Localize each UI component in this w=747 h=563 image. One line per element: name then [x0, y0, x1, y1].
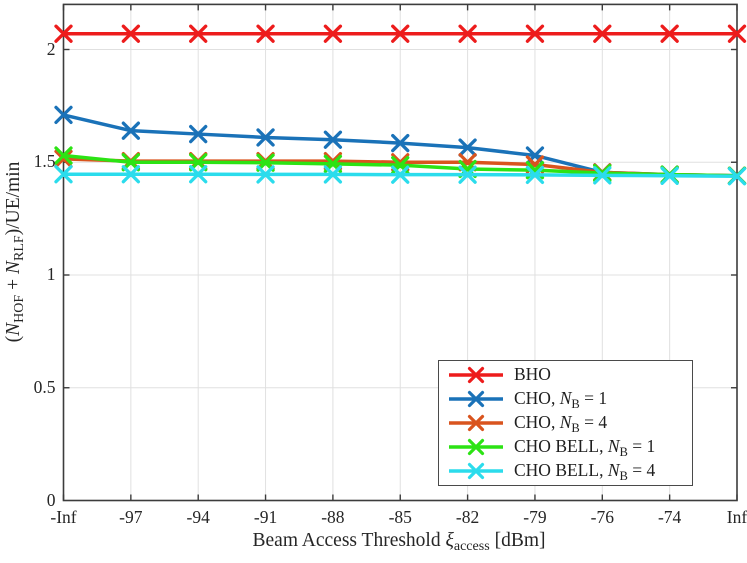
legend-sample-cho-bell-nb1	[449, 438, 503, 456]
x-marker-icon	[467, 366, 485, 384]
y-tick-label: 0	[46, 489, 56, 510]
text-fragment: N	[559, 412, 572, 433]
text-fragment: = 4	[627, 460, 656, 481]
y-tick-label: 2	[46, 38, 56, 59]
legend: BHO CHO, NB = 1 CHO, NB = 4 CHO BELL, NB = …	[438, 360, 693, 486]
x-tick-label: -79	[523, 506, 547, 527]
legend-sample-cho-nb4	[449, 414, 503, 432]
legend-label: CHO, NB = 4	[514, 412, 608, 435]
x-tick-label: -91	[253, 506, 278, 527]
text-fragment: = 1	[627, 436, 656, 457]
y-axis-label: (NHOF + NRLF)/UE/min	[3, 161, 27, 343]
text-fragment: (	[3, 335, 24, 343]
text-fragment: B	[571, 420, 580, 435]
series-markers-cho-bell-nb4	[54, 165, 747, 186]
x-axis-label: Beam Access Threshold ξaccess [dBm]	[252, 530, 546, 554]
text-fragment: B	[619, 444, 628, 459]
x-marker-icon	[467, 438, 485, 456]
x-tick-label: -Inf	[50, 506, 77, 527]
text-fragment: CHO,	[514, 388, 560, 409]
legend-sample-cho-nb1	[449, 390, 503, 408]
legend-item-bho: BHO	[439, 363, 692, 387]
text-fragment: N	[607, 436, 620, 457]
series-markers-bho	[54, 24, 747, 43]
text-fragment: )/UE/min	[3, 161, 24, 236]
x-tick-label: -74	[657, 506, 682, 527]
text-fragment: N	[559, 388, 572, 409]
x-marker-icon	[467, 390, 485, 408]
legend-sample-cho-bell-nb4	[449, 462, 503, 480]
x-tick-label: -97	[119, 506, 143, 527]
x-tick-label: Inf	[726, 506, 747, 527]
legend-label: CHO BELL, NB = 1	[514, 436, 656, 459]
legend-item-cho-bell-nb1: CHO BELL, NB = 1	[439, 435, 692, 459]
x-tick-label: -88	[321, 506, 345, 527]
text-fragment: ξ	[445, 530, 454, 551]
text-fragment: = 4	[579, 412, 608, 433]
text-fragment: B	[619, 468, 628, 483]
text-fragment: N	[3, 261, 24, 275]
text-fragment: CHO,	[514, 412, 560, 433]
text-fragment: B	[571, 396, 580, 411]
text-fragment: +	[3, 274, 24, 295]
legend-sample-bho	[449, 366, 503, 384]
legend-label: CHO BELL, NB = 4	[514, 460, 656, 483]
x-tick-label: -85	[388, 506, 412, 527]
x-tick-label: -94	[186, 506, 210, 527]
text-fragment: N	[607, 460, 620, 481]
legend-item-cho-bell-nb4: CHO BELL, NB = 4	[439, 459, 692, 483]
text-fragment: CHO BELL,	[514, 436, 608, 457]
legend-item-cho-nb1: CHO, NB = 1	[439, 387, 692, 411]
text-fragment: Beam Access Threshold	[252, 530, 446, 551]
legend-label: CHO, NB = 1	[514, 388, 608, 411]
text-fragment: [dBm]	[489, 530, 546, 551]
y-tick-label: 0.5	[33, 376, 56, 397]
text-fragment: = 1	[579, 388, 608, 409]
x-tick-label: -82	[455, 506, 480, 527]
legend-item-cho-nb4: CHO, NB = 4	[439, 411, 692, 435]
text-fragment: RLF	[10, 235, 27, 262]
y-tick-label: 1	[46, 264, 56, 284]
text-fragment: access	[453, 537, 490, 554]
legend-label: BHO	[514, 366, 551, 384]
text-fragment: BHO	[514, 364, 551, 385]
x-marker-icon	[467, 414, 485, 432]
x-tick-label: -76	[590, 506, 614, 527]
text-fragment: N	[3, 322, 24, 336]
x-marker-icon	[467, 462, 485, 480]
text-fragment: CHO BELL,	[514, 460, 608, 481]
y-tick-label: 1.5	[33, 151, 56, 172]
text-fragment: HOF	[10, 294, 27, 323]
